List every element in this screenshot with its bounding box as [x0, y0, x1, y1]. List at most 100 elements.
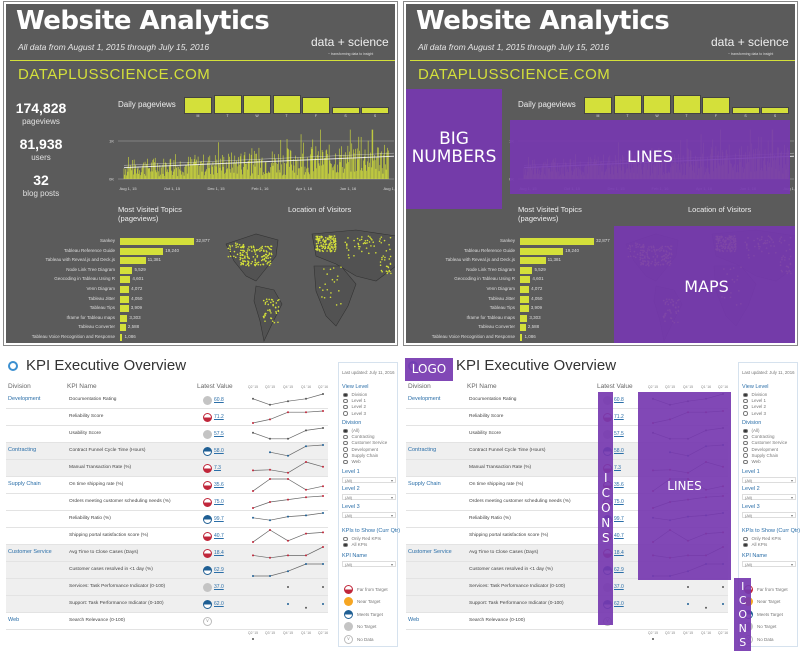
- radio-option[interactable]: Development: [343, 447, 378, 453]
- kpi-name-dropdown[interactable]: (All) ▾: [342, 561, 396, 567]
- kpi-value-link[interactable]: 57.5: [614, 431, 624, 437]
- topic-bar[interactable]: [520, 238, 594, 245]
- radio-option[interactable]: Web: [343, 459, 361, 465]
- topic-label[interactable]: Iframe for Tableau maps: [466, 314, 515, 320]
- topic-label[interactable]: Iframe for Tableau maps: [66, 314, 115, 320]
- radio-button[interactable]: [743, 542, 748, 548]
- topic-bar[interactable]: [120, 314, 128, 322]
- kpi-value-link[interactable]: 60.8: [214, 397, 224, 403]
- radio-button[interactable]: [743, 392, 748, 398]
- kpi-value-link[interactable]: 75.0: [614, 499, 624, 505]
- topic-bar[interactable]: [520, 324, 526, 332]
- radio-option[interactable]: Contracting: [743, 434, 775, 440]
- division-link[interactable]: Development: [408, 396, 441, 402]
- radio-button[interactable]: [743, 440, 748, 446]
- topic-label[interactable]: Tableau Reference Guide: [463, 247, 515, 253]
- kpi-row[interactable]: [6, 409, 328, 426]
- kpi-row[interactable]: [6, 528, 328, 545]
- kpi-row[interactable]: [6, 460, 328, 477]
- division-link[interactable]: Contracting: [408, 447, 437, 453]
- topic-label[interactable]: Tableau with Reveal.js and Deck.js: [445, 257, 515, 263]
- topic-label[interactable]: Sankey: [499, 238, 515, 243]
- topic-bar[interactable]: [120, 305, 129, 313]
- topic-bar[interactable]: [120, 276, 131, 284]
- radio-button[interactable]: [343, 447, 348, 452]
- division-link[interactable]: Web: [408, 617, 420, 623]
- radio-option[interactable]: Development: [743, 447, 778, 453]
- division-link[interactable]: Supply Chain: [408, 481, 441, 487]
- radio-button[interactable]: [743, 428, 748, 434]
- topic-label[interactable]: Tableau Jitter: [488, 295, 515, 301]
- division-link[interactable]: Development: [8, 396, 41, 402]
- radio-button[interactable]: [343, 428, 348, 434]
- topic-label[interactable]: Node Link Tree Diagram: [466, 266, 515, 272]
- kpi-row[interactable]: [6, 562, 328, 579]
- kpi-value-link[interactable]: 58.0: [614, 448, 624, 454]
- kpi-value-link[interactable]: 40.7: [614, 533, 624, 539]
- radio-option[interactable]: Level 3: [743, 411, 766, 417]
- kpi-value-link[interactable]: 58.0: [214, 448, 224, 454]
- kpi-value-link[interactable]: 62.9: [214, 567, 224, 573]
- level2-dropdown[interactable]: (All) ▾: [742, 494, 796, 500]
- topic-bar[interactable]: [520, 334, 523, 341]
- radio-option[interactable]: Only Red KPIs: [743, 536, 781, 542]
- kpi-row[interactable]: [6, 477, 328, 494]
- radio-button[interactable]: [743, 434, 748, 440]
- topic-bar[interactable]: [120, 238, 194, 245]
- radio-option[interactable]: (All): [743, 428, 760, 434]
- radio-button[interactable]: [343, 459, 348, 465]
- kpi-value-link[interactable]: 37.0: [214, 584, 224, 590]
- kpi-name-dropdown[interactable]: (All) ▾: [742, 561, 796, 567]
- kpi-value-link[interactable]: 18.4: [614, 550, 624, 556]
- kpi-row[interactable]: [6, 392, 328, 409]
- radio-option[interactable]: Division: [343, 392, 367, 398]
- radio-option[interactable]: Level 3: [343, 411, 366, 417]
- kpi-row[interactable]: [6, 579, 328, 596]
- topic-label[interactable]: Tableau Tips: [489, 305, 515, 311]
- topic-bar[interactable]: [120, 295, 130, 303]
- radio-option[interactable]: Customer Service: [343, 440, 387, 446]
- topic-bar[interactable]: [120, 247, 164, 255]
- radio-button[interactable]: [343, 453, 348, 458]
- topic-label[interactable]: Tableau Jitter: [88, 295, 115, 301]
- radio-option[interactable]: Contracting: [343, 434, 375, 440]
- kpi-value-link[interactable]: 75.0: [214, 499, 224, 505]
- kpi-row[interactable]: [6, 443, 328, 460]
- radio-button[interactable]: [743, 459, 748, 465]
- topic-label[interactable]: Node Link Tree Diagram: [66, 266, 115, 272]
- topic-bar[interactable]: [520, 314, 528, 322]
- kpi-value-link[interactable]: 62.0: [214, 601, 224, 607]
- radio-button[interactable]: [343, 434, 348, 440]
- radio-option[interactable]: Web: [743, 459, 761, 465]
- radio-option[interactable]: Supply Chain: [343, 453, 378, 459]
- topic-bar[interactable]: [520, 295, 530, 303]
- level1-dropdown[interactable]: (All) ▾: [742, 477, 796, 483]
- topic-label[interactable]: Tableau Converter: [478, 324, 515, 330]
- radio-button[interactable]: [343, 542, 348, 548]
- radio-button[interactable]: [743, 404, 748, 410]
- radio-option[interactable]: All KPIs: [343, 542, 367, 548]
- site-link[interactable]: DATAPLUSSCIENCE.COM: [18, 66, 211, 83]
- topic-bar[interactable]: [120, 324, 126, 332]
- level2-dropdown[interactable]: (All) ▾: [342, 494, 396, 500]
- radio-button[interactable]: [343, 440, 348, 446]
- kpi-row[interactable]: [6, 494, 328, 511]
- topic-label[interactable]: Tableau Reference Guide: [63, 247, 115, 253]
- topic-label[interactable]: Tableau Tips: [89, 305, 115, 311]
- kpi-value-link[interactable]: 37.0: [614, 584, 624, 590]
- radio-button[interactable]: [743, 453, 748, 458]
- topic-bar[interactable]: [520, 286, 530, 293]
- topic-label[interactable]: Tableau Converter: [78, 324, 115, 330]
- topic-label[interactable]: Venn Diagram: [86, 286, 115, 291]
- radio-button[interactable]: [343, 404, 348, 410]
- topic-label[interactable]: Venn Diagram: [486, 286, 515, 291]
- topic-label[interactable]: Geocoding in Tableau Using R: [54, 276, 115, 282]
- topic-label[interactable]: Tableau Voice Recognition and Response: [431, 334, 515, 339]
- visitor-map[interactable]: [216, 226, 395, 343]
- radio-button[interactable]: [743, 447, 748, 452]
- radio-button[interactable]: [343, 411, 348, 416]
- kpi-value-link[interactable]: 35.6: [214, 482, 224, 488]
- topic-bar[interactable]: [120, 334, 123, 341]
- topic-bar[interactable]: [520, 305, 529, 313]
- kpi-value-link[interactable]: 71.2: [214, 414, 224, 420]
